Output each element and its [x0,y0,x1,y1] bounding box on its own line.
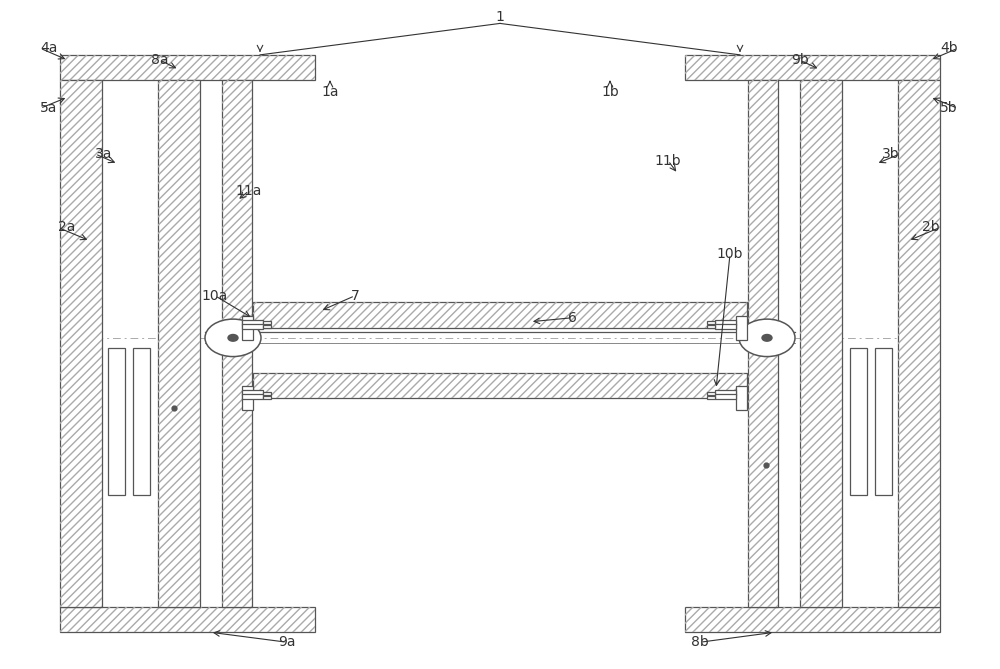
Bar [253,302,747,328]
Bar [715,324,736,328]
Bar [242,390,263,395]
Text: 6: 6 [568,311,576,324]
Bar [222,80,252,607]
Bar [707,321,715,324]
Bar [60,55,315,80]
Bar [685,55,940,80]
Text: 8a: 8a [151,54,169,67]
Text: 3a: 3a [95,147,112,161]
Bar [685,607,940,632]
Circle shape [228,334,238,341]
Text: 7: 7 [351,289,359,302]
Bar [263,321,271,324]
Bar [133,348,150,495]
Bar [898,80,940,607]
Bar [242,394,263,399]
Text: 3b: 3b [882,147,900,161]
Text: 10b: 10b [717,248,743,261]
Bar [60,80,102,607]
Bar [60,55,315,80]
Bar [60,607,315,632]
Bar [850,348,867,495]
Bar [242,316,253,340]
Bar [242,386,253,410]
Bar [715,320,736,324]
Text: 11b: 11b [655,154,681,167]
Bar [242,324,263,328]
Text: 5a: 5a [40,102,57,115]
Text: 4b: 4b [940,41,958,55]
Text: 2b: 2b [922,221,940,234]
Text: 4a: 4a [40,41,57,55]
Text: 1a: 1a [321,86,339,99]
Text: 11a: 11a [236,184,262,197]
Bar [898,80,940,607]
Circle shape [739,319,795,357]
Text: 9a: 9a [278,636,296,649]
Bar [748,80,778,607]
Bar [263,391,271,395]
Bar [263,325,271,328]
Bar [800,80,842,607]
Bar [736,386,747,410]
Text: 1: 1 [496,10,504,23]
Bar [800,80,842,607]
Text: 2a: 2a [58,221,75,234]
Bar [253,302,747,328]
Circle shape [762,334,772,341]
Bar [60,607,315,632]
Bar [707,391,715,395]
Circle shape [205,319,261,357]
Bar [253,373,747,398]
Bar [158,80,200,607]
Bar [108,348,125,495]
Text: 1b: 1b [601,86,619,99]
Bar [685,55,940,80]
Bar [253,373,747,398]
Bar [263,395,271,399]
Bar [707,395,715,399]
Bar [222,80,252,607]
Text: 5b: 5b [940,102,958,115]
Text: 10a: 10a [202,289,228,302]
Bar [242,320,263,324]
Bar [875,348,892,495]
Bar [736,316,747,340]
Bar [715,390,736,395]
Bar [158,80,200,607]
Bar [715,394,736,399]
Bar [748,80,778,607]
Bar [60,80,102,607]
Text: 8b: 8b [691,636,709,649]
Bar [707,325,715,328]
Text: 9b: 9b [791,54,809,67]
Bar [685,607,940,632]
